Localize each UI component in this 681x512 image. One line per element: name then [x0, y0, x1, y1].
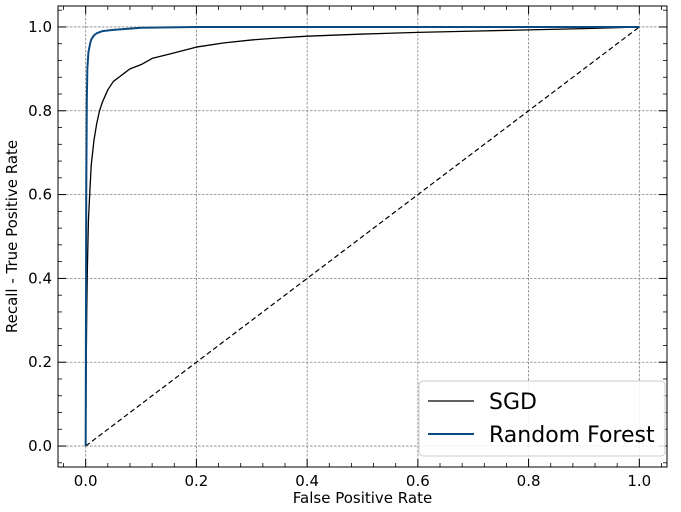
x-tick-label-2: 0.4 [295, 472, 319, 490]
x-axis-label: False Positive Rate [293, 489, 432, 507]
x-tick-label-5: 1.0 [627, 472, 651, 490]
x-tick-label-4: 0.8 [517, 472, 541, 490]
axes-layer [57, 5, 668, 468]
reference-diagonal-line [85, 26, 640, 447]
y-tick-label-1: 0.2 [28, 353, 52, 371]
tick-layer: 0.0 0.2 0.4 0.6 0.8 1.0 0.0 0.2 0.4 0.6 0.8 1.0 [28, 6, 667, 490]
series-line-random-forest [84, 25, 640, 447]
x-tick-label-0: 0.0 [74, 472, 98, 490]
y-axis-label: Recall - True Positive Rate [3, 140, 21, 333]
series-layer [84, 25, 640, 447]
legend: SGD Random Forest [418, 380, 666, 457]
series-line-sgd [85, 26, 640, 447]
y-tick-label-5: 1.0 [28, 18, 52, 36]
legend-label-random-forest: Random Forest [489, 423, 655, 448]
y-tick-label-0: 0.0 [28, 437, 52, 455]
x-tick-label-3: 0.6 [406, 472, 430, 490]
y-tick-label-3: 0.6 [28, 186, 52, 204]
x-tick-label-1: 0.2 [184, 472, 208, 490]
y-tick-label-4: 0.8 [28, 102, 52, 120]
plot-frame [57, 5, 668, 468]
legend-box [418, 380, 666, 457]
y-tick-label-2: 0.4 [28, 269, 52, 287]
legend-label-sgd: SGD [489, 390, 537, 415]
